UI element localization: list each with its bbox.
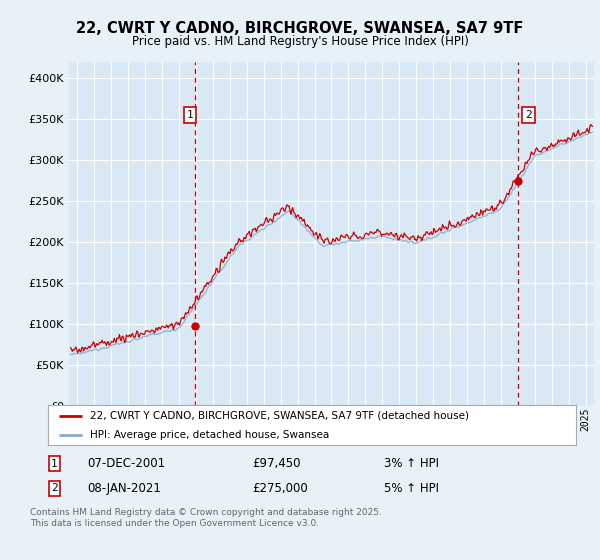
Text: £275,000: £275,000 (252, 482, 308, 495)
Text: 07-DEC-2001: 07-DEC-2001 (87, 457, 165, 470)
Text: HPI: Average price, detached house, Swansea: HPI: Average price, detached house, Swan… (90, 430, 329, 440)
Text: 3% ↑ HPI: 3% ↑ HPI (384, 457, 439, 470)
Text: 22, CWRT Y CADNO, BIRCHGROVE, SWANSEA, SA7 9TF: 22, CWRT Y CADNO, BIRCHGROVE, SWANSEA, S… (76, 21, 524, 36)
Text: 22, CWRT Y CADNO, BIRCHGROVE, SWANSEA, SA7 9TF (detached house): 22, CWRT Y CADNO, BIRCHGROVE, SWANSEA, S… (90, 411, 469, 421)
Text: 1: 1 (187, 110, 193, 120)
Text: £97,450: £97,450 (252, 457, 301, 470)
Text: 2: 2 (525, 110, 532, 120)
Text: 5% ↑ HPI: 5% ↑ HPI (384, 482, 439, 495)
Text: 1: 1 (51, 459, 58, 469)
Text: Contains HM Land Registry data © Crown copyright and database right 2025.
This d: Contains HM Land Registry data © Crown c… (30, 508, 382, 528)
Text: Price paid vs. HM Land Registry's House Price Index (HPI): Price paid vs. HM Land Registry's House … (131, 35, 469, 48)
Text: 08-JAN-2021: 08-JAN-2021 (87, 482, 161, 495)
Text: 2: 2 (51, 483, 58, 493)
